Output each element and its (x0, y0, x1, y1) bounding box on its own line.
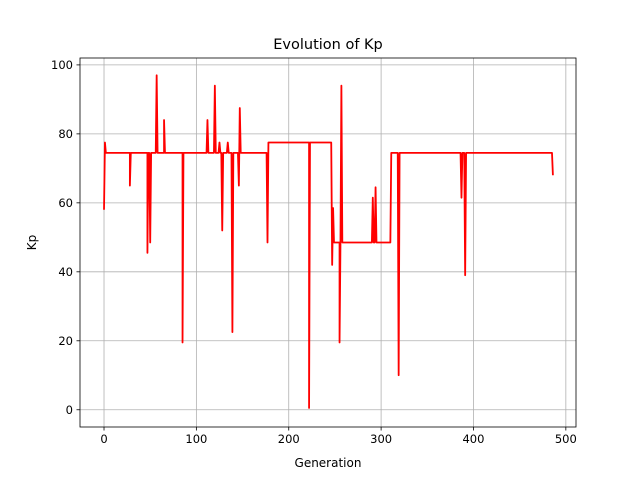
y-tick-label: 60 (58, 196, 73, 210)
x-axis-label: Generation (295, 456, 362, 470)
x-tick-label: 200 (278, 432, 300, 446)
x-tick-label: 0 (100, 432, 107, 446)
plot-frame (79, 57, 577, 428)
kp-series-line (103, 74, 554, 409)
y-axis-label: Kp (25, 235, 39, 251)
y-tick-label: 20 (58, 334, 73, 348)
axis-ticks: 0 100 200 300 400 500 0 20 40 60 80 100 (51, 58, 577, 446)
grid (80, 58, 576, 427)
series-layer (103, 74, 554, 409)
x-tick-label: 400 (462, 432, 484, 446)
chart-title: Evolution of Kp (273, 37, 383, 53)
y-tick-label: 80 (58, 127, 73, 141)
y-tick-label: 100 (51, 58, 73, 72)
x-tick-label: 100 (185, 432, 207, 446)
y-tick-label: 0 (66, 403, 73, 417)
y-tick-label: 40 (58, 265, 73, 279)
x-tick-label: 300 (370, 432, 392, 446)
x-tick-label: 500 (555, 432, 577, 446)
